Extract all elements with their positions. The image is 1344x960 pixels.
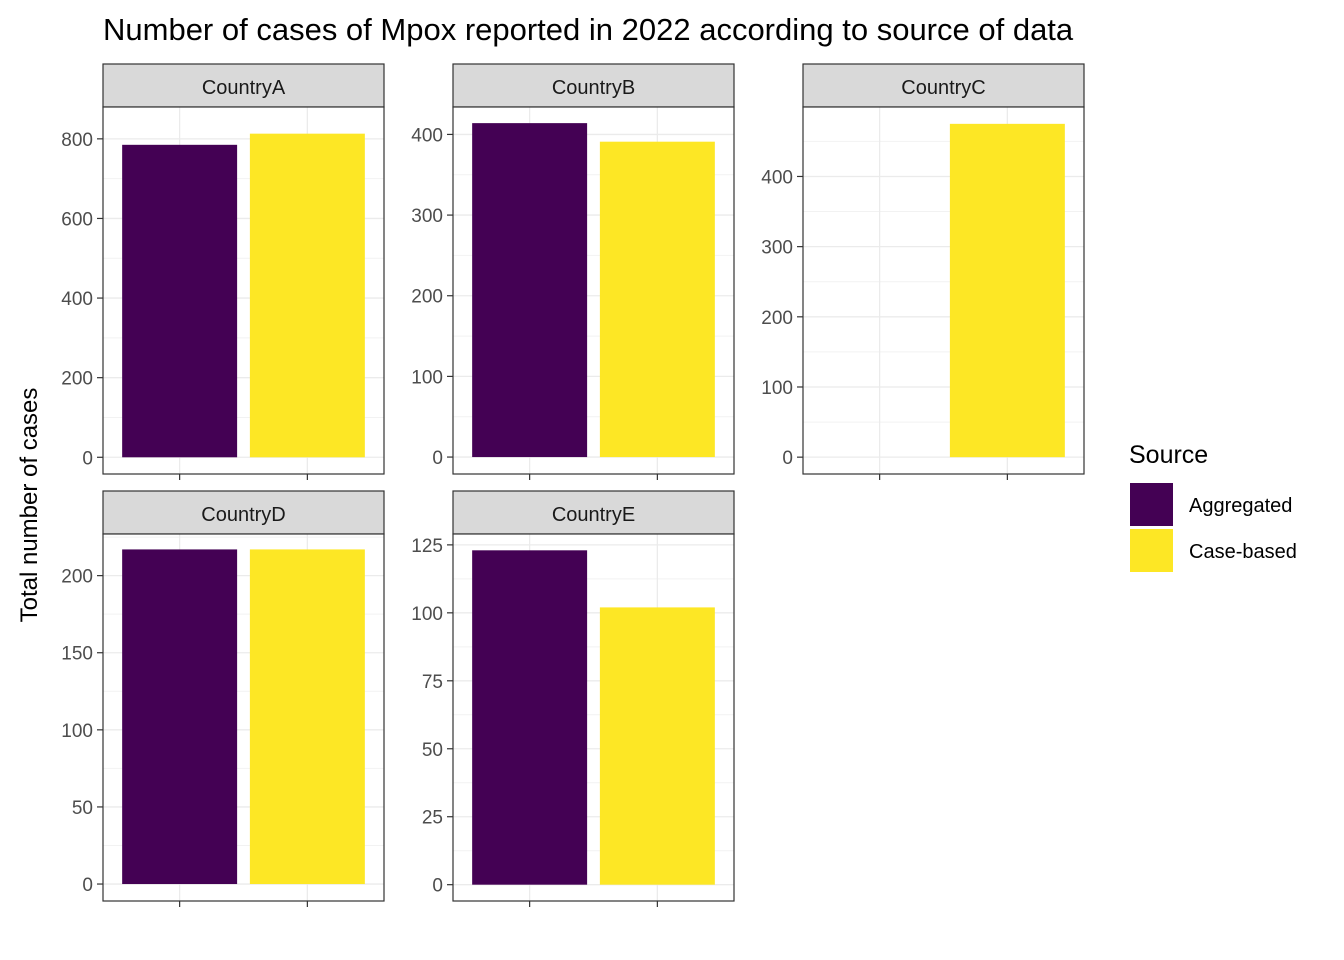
panel-countrya: CountryA 0 200 400 600 800 (61, 63, 385, 480)
panel-border (802, 106, 1085, 475)
y-tick-label: 300 (761, 238, 793, 259)
y-tick-label: 400 (761, 167, 793, 188)
panel-border (452, 533, 735, 902)
panel-strip-label: CountryB (552, 77, 635, 99)
panel-strip (452, 63, 735, 108)
bar-countrya-case-based (249, 133, 365, 458)
legend-label: Case-based (1189, 541, 1297, 563)
panel-border (102, 106, 385, 475)
y-axis-label: Total number of cases (16, 388, 43, 623)
y-tick-label: 75 (422, 672, 443, 693)
panel-strip-label: CountryE (552, 504, 635, 526)
y-tick-label: 400 (411, 125, 443, 146)
y-tick-label: 100 (761, 378, 793, 399)
y-tick-label: 0 (432, 876, 443, 897)
y-tick-label: 0 (82, 875, 93, 896)
panel-strip-label: CountryC (901, 77, 985, 99)
panel-strip-label: CountryD (201, 504, 285, 526)
y-tick-label: 600 (61, 209, 93, 230)
bar-countrya-aggregated (122, 144, 238, 458)
bar-countryd-aggregated (122, 549, 238, 885)
y-tick-label: 200 (411, 287, 443, 308)
panel-countryb: CountryB 0 100 200 300 400 (411, 63, 735, 480)
bar-countryc-case-based (949, 123, 1065, 458)
panel-strip (102, 63, 385, 108)
y-tick-label: 50 (422, 740, 443, 761)
y-tick-label: 50 (72, 798, 93, 819)
y-tick-label: 0 (432, 448, 443, 469)
bar-countrye-case-based (599, 607, 715, 885)
y-tick-label: 25 (422, 808, 443, 829)
panel-strip (802, 63, 1085, 108)
panel-countryc: CountryC 0 100 200 300 400 (761, 63, 1085, 480)
y-tick-label: 400 (61, 289, 93, 310)
y-tick-label: 100 (411, 604, 443, 625)
legend: Source Aggregated Case-based (1129, 441, 1297, 572)
panel-strip (452, 490, 735, 535)
y-tick-label: 200 (61, 369, 93, 390)
legend-title: Source (1129, 441, 1208, 469)
panel-strip-label: CountryA (202, 77, 286, 99)
legend-key-case-based (1130, 529, 1173, 572)
bar-countryb-case-based (599, 141, 715, 458)
panel-strip (102, 490, 385, 535)
y-tick-label: 800 (61, 130, 93, 151)
legend-label: Aggregated (1189, 495, 1292, 517)
y-tick-label: 100 (61, 721, 93, 742)
y-tick-label: 200 (761, 308, 793, 329)
bar-countrye-aggregated (472, 550, 588, 885)
panel-countrye: CountryE 0 25 50 75 100 125 (411, 490, 735, 907)
panel-border (102, 533, 385, 902)
panel-border (452, 106, 735, 475)
bar-countryb-aggregated (472, 123, 588, 458)
y-tick-label: 125 (411, 536, 443, 557)
y-tick-label: 0 (782, 448, 793, 469)
panel-countryd: CountryD 0 50 100 150 200 (61, 490, 385, 907)
chart-title: Number of cases of Mpox reported in 2022… (103, 12, 1074, 47)
y-tick-label: 100 (411, 367, 443, 388)
legend-key-aggregated (1130, 483, 1173, 526)
y-tick-label: 0 (82, 448, 93, 469)
y-tick-label: 200 (61, 567, 93, 588)
facet-panels: CountryA 0 200 400 600 800 CountryB 0 100 200 300 4… (61, 63, 1085, 907)
y-tick-label: 150 (61, 644, 93, 665)
bar-countryd-case-based (249, 549, 365, 885)
y-tick-label: 300 (411, 206, 443, 227)
